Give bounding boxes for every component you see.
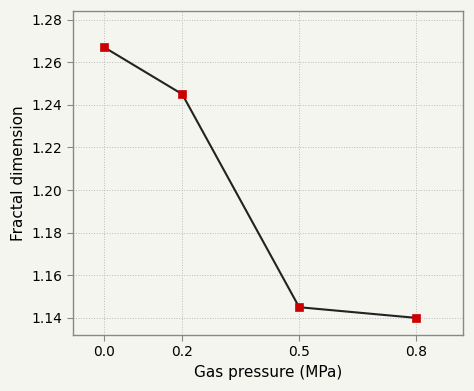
Y-axis label: Fractal dimension: Fractal dimension xyxy=(11,105,26,241)
X-axis label: Gas pressure (MPa): Gas pressure (MPa) xyxy=(194,365,342,380)
